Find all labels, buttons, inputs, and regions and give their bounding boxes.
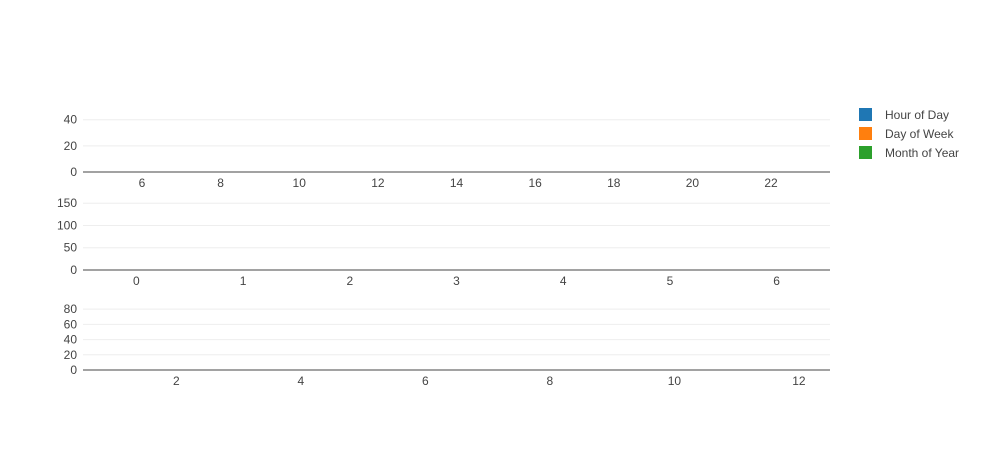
x-tick-label: 4	[298, 374, 305, 388]
legend: Hour of Day Day of Week Month of Year	[859, 108, 959, 160]
legend-label: Day of Week	[885, 127, 954, 141]
y-tick-label: 0	[70, 363, 77, 377]
y-tick-label: 0	[70, 263, 77, 277]
x-tick-label: 2	[346, 274, 353, 288]
y-tick-label: 60	[64, 317, 78, 331]
x-tick-label: 20	[686, 176, 700, 190]
x-tick-label: 1	[240, 274, 247, 288]
y-tick-label: 150	[57, 196, 77, 210]
x-tick-label: 22	[764, 176, 778, 190]
x-tick-label: 8	[217, 176, 224, 190]
y-tick-label: 40	[64, 333, 78, 347]
x-tick-label: 12	[792, 374, 806, 388]
x-tick-label: 12	[371, 176, 385, 190]
y-tick-label: 50	[64, 241, 78, 255]
x-tick-label: 0	[133, 274, 140, 288]
y-tick-label: 20	[64, 139, 78, 153]
x-tick-label: 6	[139, 176, 146, 190]
x-tick-label: 5	[667, 274, 674, 288]
subplot-1: 0 20 40 6 8 10 12 14 16 18 20 22	[64, 113, 830, 190]
x-tick-label: 8	[547, 374, 554, 388]
legend-label: Month of Year	[885, 146, 959, 160]
y-tick-label: 20	[64, 348, 78, 362]
x-tick-label: 6	[422, 374, 429, 388]
x-tick-label: 10	[293, 176, 307, 190]
y-tick-label: 100	[57, 218, 77, 232]
x-tick-label: 16	[528, 176, 542, 190]
y-tick-label: 0	[70, 165, 77, 179]
x-tick-label: 3	[453, 274, 460, 288]
legend-swatch	[859, 108, 872, 121]
x-tick-label: 6	[773, 274, 780, 288]
x-tick-label: 14	[450, 176, 464, 190]
subplot-2: 0 50 100 150 0 1 2 3 4 5 6	[57, 196, 830, 288]
x-tick-label: 18	[607, 176, 621, 190]
y-tick-label: 80	[64, 302, 78, 316]
legend-swatch	[859, 127, 872, 140]
legend-swatch	[859, 146, 872, 159]
x-tick-label: 4	[560, 274, 567, 288]
y-tick-label: 40	[64, 113, 78, 127]
x-tick-label: 2	[173, 374, 180, 388]
x-tick-label: 10	[668, 374, 682, 388]
legend-label: Hour of Day	[885, 108, 949, 122]
